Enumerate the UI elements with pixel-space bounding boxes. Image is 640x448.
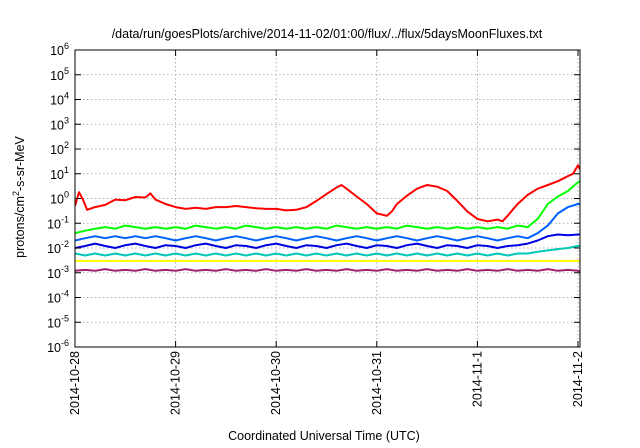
y-tick-label: 101 [50,165,69,182]
y-tick-label: 10-4 [47,289,69,306]
x-tick-label: 2014-10-31 [370,351,384,415]
y-axis-label: protons/cm2-s-sr-MeV [11,135,27,257]
y-tick-label: 105 [50,66,69,83]
x-axis-ticks: 2014-10-28 2014-10-29 2014-10-30 2014-10-31… [68,50,585,415]
series-layer [75,164,580,273]
y-tick-label: 10-5 [47,313,69,330]
y-tick-label: 106 [50,41,69,58]
series-line-4 [75,233,580,249]
x-axis-label: Coordinated Universal Time (UTC) [228,429,420,443]
y-axis-ticks: 10-6 10-5 10-4 10-3 10-2 10-1 100 101 102 103 104 1… [47,41,580,355]
x-tick-label: 2014-10-30 [269,351,283,415]
chart-title: /data/run/goesPlots/archive/2014-11-02/0… [112,27,543,41]
y-tick-label: 10-1 [47,214,69,231]
y-tick-label: 102 [50,140,69,157]
x-tick-label: 2014-11-1 [470,351,484,407]
x-tick-label: 2014-10-28 [68,351,82,415]
y-tick-label: 103 [50,115,69,132]
y-axis-label-sup: 2 [11,191,21,196]
y-tick-label: 104 [50,91,69,108]
y-tick-label: 10-2 [47,239,69,256]
y-tick-label: 10-3 [47,264,69,281]
y-tick-label: 10-6 [47,338,69,355]
y-axis-label-base: protons/cm [13,196,27,258]
x-tick-label: 2014-11-2 [571,351,585,407]
series-line-1 [75,164,580,223]
series-line-3 [75,203,580,242]
series-line-5 [75,245,580,257]
series-line-2 [75,180,580,235]
series-line-7 [75,268,580,273]
y-axis-label-rest: -s-sr-MeV [13,135,27,191]
grid [75,50,580,347]
x-tick-label: 2014-10-29 [169,351,183,415]
y-tick-label: 100 [50,190,69,207]
